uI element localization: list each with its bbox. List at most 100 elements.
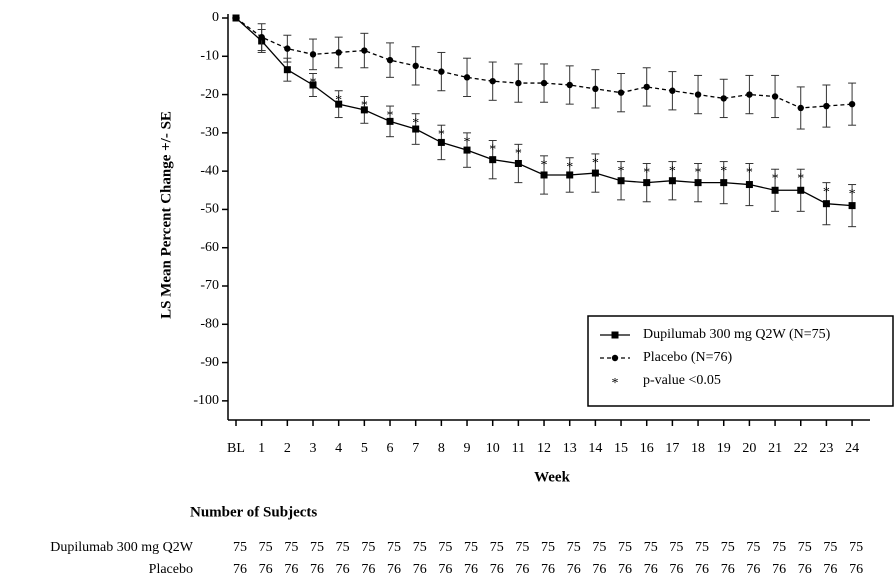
subject-count: 76 — [361, 562, 375, 577]
subject-count: 75 — [567, 540, 581, 555]
data-point — [463, 146, 471, 154]
subject-count: 75 — [310, 540, 324, 555]
legend-label: p-value <0.05 — [643, 373, 721, 388]
subject-count: 76 — [490, 562, 504, 577]
legend-marker — [611, 354, 619, 362]
data-point — [848, 100, 856, 108]
data-point — [309, 81, 317, 89]
legend-label: Dupilumab 300 mg Q2W (N=75) — [643, 327, 831, 342]
subject-count: 76 — [618, 562, 632, 577]
subject-count: 76 — [464, 562, 478, 577]
subject-count: 76 — [592, 562, 606, 577]
x-tick-label: 17 — [665, 441, 679, 456]
data-point — [437, 138, 445, 146]
data-point — [361, 47, 368, 54]
significance-mark: * — [720, 164, 727, 179]
subject-count: 76 — [413, 562, 427, 577]
subject-count: 75 — [669, 540, 683, 555]
subject-count: 76 — [567, 562, 581, 577]
x-tick-label: 5 — [361, 441, 368, 456]
legend-box — [587, 315, 894, 407]
x-tick-label: BL — [227, 441, 245, 456]
data-point — [746, 91, 753, 98]
subject-count: 76 — [798, 562, 812, 577]
significance-mark: * — [618, 164, 625, 179]
significance-mark: * — [310, 76, 317, 91]
significance-mark: * — [695, 166, 702, 181]
subject-count: 75 — [592, 540, 606, 555]
significance-mark: * — [566, 160, 573, 175]
data-point — [720, 179, 728, 187]
data-point — [386, 117, 394, 125]
subject-count: 75 — [849, 540, 863, 555]
x-tick-label: 10 — [486, 441, 500, 456]
x-tick-label: 22 — [794, 441, 808, 456]
row-label: Placebo — [149, 562, 193, 577]
data-point — [515, 79, 522, 87]
x-tick-label: 4 — [335, 441, 342, 456]
subject-count: 76 — [849, 562, 863, 577]
significance-mark: * — [464, 135, 471, 150]
x-axis-title: Week — [534, 469, 570, 485]
data-point — [514, 159, 522, 167]
data-point — [617, 177, 625, 185]
data-point — [669, 87, 676, 94]
significance-mark: * — [823, 185, 830, 200]
subject-count: 75 — [438, 540, 452, 555]
x-tick-label: 20 — [742, 441, 756, 456]
significance-mark: * — [361, 99, 368, 114]
data-point — [386, 56, 394, 64]
significance-mark: * — [335, 93, 342, 108]
data-point — [232, 14, 240, 22]
legend-marker — [611, 331, 619, 339]
subject-count: 76 — [823, 562, 837, 577]
data-point — [463, 74, 471, 81]
subject-count: 75 — [618, 540, 632, 555]
data-point — [591, 169, 599, 177]
legend-label: Placebo (N=76) — [643, 350, 732, 365]
subject-count: 76 — [721, 562, 735, 577]
data-point — [797, 104, 804, 112]
significance-mark: * — [412, 116, 419, 131]
data-point — [489, 156, 497, 164]
data-point — [720, 95, 727, 102]
subject-count: 76 — [746, 562, 760, 577]
data-point — [540, 171, 548, 179]
subject-count: 76 — [310, 562, 324, 577]
data-point — [412, 62, 419, 70]
significance-mark: * — [669, 164, 676, 179]
table-title: Number of Subjects — [190, 504, 317, 520]
subject-count: 76 — [284, 562, 298, 577]
x-tick-label: 19 — [717, 441, 731, 456]
x-tick-label: 3 — [310, 441, 317, 456]
y-tick-label: 0 — [212, 10, 219, 25]
subject-count: 75 — [233, 540, 247, 555]
data-point — [694, 179, 702, 187]
data-point — [771, 186, 779, 194]
y-tick-label: -80 — [200, 317, 219, 332]
subject-count: 76 — [695, 562, 709, 577]
data-point — [284, 45, 291, 52]
significance-mark: * — [849, 187, 856, 202]
y-axis-title: LS Mean Percent Change +/- SE — [158, 111, 174, 319]
significance-mark: * — [541, 158, 548, 173]
subject-count: 75 — [336, 540, 350, 555]
subject-count: 76 — [644, 562, 658, 577]
significance-mark: * — [772, 171, 779, 186]
significance-mark: * — [489, 143, 496, 158]
subject-count: 75 — [541, 540, 555, 555]
y-tick-label: -60 — [200, 240, 219, 255]
subject-count: 75 — [284, 540, 298, 555]
x-tick-label: 2 — [284, 441, 291, 456]
x-tick-label: 13 — [563, 441, 577, 456]
x-tick-label: 16 — [640, 441, 654, 456]
x-tick-label: 6 — [387, 441, 394, 456]
data-point — [643, 83, 650, 91]
data-point — [283, 66, 291, 74]
subject-count: 75 — [413, 540, 427, 555]
subject-count: 76 — [669, 562, 683, 577]
y-tick-label: -40 — [200, 163, 219, 178]
subject-count: 76 — [515, 562, 529, 577]
x-tick-label: 18 — [691, 441, 705, 456]
